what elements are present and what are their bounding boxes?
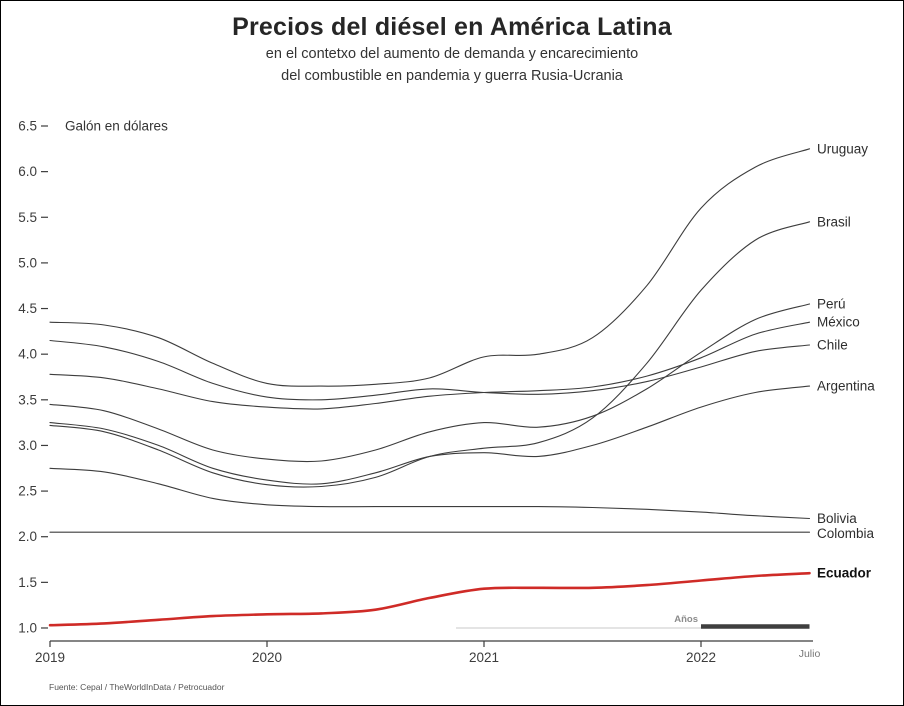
series-label-ecuador: Ecuador — [817, 566, 872, 581]
source-note: Fuente: Cepal / TheWorldInData / Petrocu… — [49, 682, 225, 692]
y-tick-label: 5.5 — [18, 210, 37, 225]
line-bolivia — [49, 467, 811, 520]
y-tick-label: 4.0 — [18, 347, 37, 362]
series-label-argentina: Argentina — [817, 379, 875, 394]
chart-subtitle-line2: del combustible en pandemia y guerra Rus… — [281, 68, 623, 84]
series-label-brasil: Brasil — [817, 214, 851, 229]
series-label-mexico: México — [817, 315, 860, 330]
y-tick-label: 3.0 — [18, 438, 37, 453]
y-tick-label: 2.0 — [18, 529, 37, 544]
y-tick-label: 6.5 — [18, 119, 37, 134]
line-mexico — [49, 321, 811, 410]
chart-subtitle-line1: en el contetxo del aumento de demanda y … — [265, 46, 639, 62]
series-label-uruguay: Uruguay — [817, 141, 868, 156]
line-brasil — [49, 221, 811, 488]
line-argentina — [49, 385, 811, 485]
x-tick-label-2019: 2019 — [35, 650, 65, 665]
y-tick-label: 3.5 — [18, 392, 37, 407]
y-axis-title: Galón en dólares — [65, 119, 168, 134]
y-tick-label: 1.5 — [18, 575, 37, 590]
x-tick-label-2022: 2022 — [686, 650, 716, 665]
y-tick-label: 6.0 — [18, 164, 37, 179]
chart-title: Precios del diésel en América Latina — [232, 13, 672, 41]
x-axis-title: Años — [674, 614, 698, 625]
series-label-chile: Chile — [817, 338, 848, 353]
x-tick-label-julio: Julio — [799, 648, 821, 660]
x-tick-label-2020: 2020 — [252, 650, 282, 665]
series-label-colombia: Colombia — [817, 526, 875, 541]
line-ecuador — [48, 571, 811, 627]
y-tick-label: 1.0 — [18, 620, 37, 635]
x-tick-label-2021: 2021 — [469, 650, 499, 665]
series-label-bolivia: Bolivia — [817, 511, 857, 526]
line-uruguay — [49, 148, 811, 387]
y-tick-label: 2.5 — [18, 484, 37, 499]
line-chile — [49, 339, 811, 401]
series-label-peru: Perú — [817, 296, 846, 311]
y-tick-label: 5.0 — [18, 255, 37, 270]
diesel-price-line-chart: 1.0 1.5 2.0 2.5 3.0 3.5 4.0 4.5 5.0 5.5 6.0 6.5 Galó… — [18, 119, 875, 666]
line-peru — [49, 303, 811, 463]
y-tick-label: 4.5 — [18, 301, 37, 316]
